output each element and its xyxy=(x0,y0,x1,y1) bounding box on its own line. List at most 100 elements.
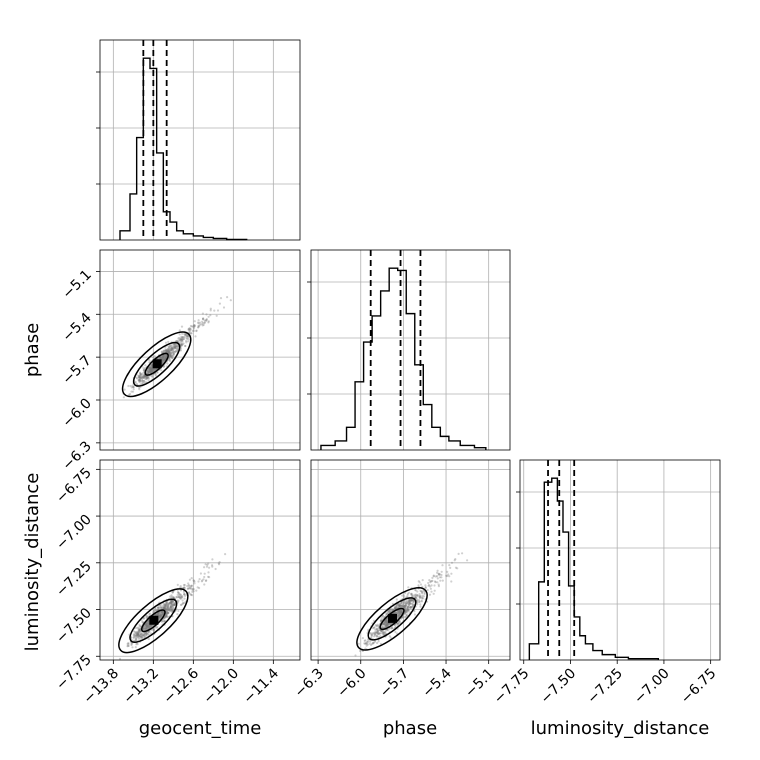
sample-point xyxy=(164,349,167,352)
sample-point xyxy=(160,613,163,617)
sample-point xyxy=(140,633,143,636)
sample-point xyxy=(144,376,147,379)
sample-point xyxy=(188,330,191,333)
sample-point xyxy=(153,369,157,372)
sample-point xyxy=(165,354,168,357)
sample-point xyxy=(139,629,142,632)
sample-point xyxy=(372,641,375,645)
sample-point xyxy=(436,569,439,572)
sample-point xyxy=(181,343,184,346)
sample-point xyxy=(139,373,142,376)
sample-point xyxy=(193,582,196,585)
sample-point xyxy=(431,576,434,580)
sample-point xyxy=(159,614,162,617)
sample-point xyxy=(149,632,152,635)
sample-point xyxy=(171,347,174,351)
sample-point xyxy=(209,307,212,310)
sample-point xyxy=(163,603,166,606)
sample-point xyxy=(133,630,137,634)
sample-point xyxy=(157,606,160,609)
sample-point xyxy=(160,612,163,615)
sample-point xyxy=(188,585,191,588)
sample-point xyxy=(204,320,207,323)
sample-point xyxy=(161,610,164,613)
sample-point xyxy=(170,352,173,355)
sample-point xyxy=(197,580,200,583)
sample-point xyxy=(145,631,148,634)
sample-point xyxy=(148,626,151,629)
sample-point xyxy=(151,363,154,366)
sample-point xyxy=(170,349,173,353)
sample-point xyxy=(170,599,173,603)
sample-point xyxy=(136,383,139,386)
sample-point xyxy=(164,356,167,360)
sample-point xyxy=(377,632,380,635)
sample-point xyxy=(118,657,122,661)
sample-point xyxy=(160,613,163,616)
sample-point xyxy=(372,642,375,645)
sample-point xyxy=(161,357,164,360)
sample-point xyxy=(181,599,184,602)
sample-point xyxy=(138,629,141,632)
sample-point xyxy=(192,579,195,582)
sample-point xyxy=(190,332,193,335)
sample-point xyxy=(185,334,188,338)
density-contour xyxy=(121,331,192,398)
sample-point xyxy=(149,625,152,628)
sample-point xyxy=(160,620,163,623)
sample-point xyxy=(192,325,195,328)
sample-point xyxy=(187,584,190,587)
sample-point xyxy=(433,584,436,587)
sample-point xyxy=(182,586,185,590)
sample-point xyxy=(147,625,150,628)
sample-point xyxy=(394,607,397,610)
sample-point xyxy=(148,366,152,369)
sample-point xyxy=(180,335,183,338)
sample-point xyxy=(146,621,149,624)
sample-point xyxy=(143,375,147,378)
sample-point xyxy=(189,593,192,596)
sample-point xyxy=(174,602,177,605)
sample-point xyxy=(169,605,172,609)
sample-point xyxy=(148,366,151,369)
sample-point xyxy=(143,381,146,384)
sample-point xyxy=(165,606,168,610)
sample-point xyxy=(180,596,183,599)
sample-point xyxy=(170,607,173,610)
sample-point xyxy=(167,340,170,343)
sample-point xyxy=(170,353,173,356)
sample-point xyxy=(430,590,433,593)
sample-point xyxy=(137,631,140,634)
sample-point xyxy=(164,604,167,607)
sample-point xyxy=(161,604,165,608)
sample-point xyxy=(193,320,196,323)
sample-point xyxy=(172,350,175,353)
sample-point xyxy=(164,355,167,358)
sample-point xyxy=(384,623,387,627)
sample-point xyxy=(162,611,165,614)
sample-point xyxy=(162,365,165,368)
sample-point xyxy=(174,344,177,347)
sample-point xyxy=(366,641,369,644)
sample-point xyxy=(146,622,149,625)
sample-point xyxy=(170,604,173,607)
panel-frame xyxy=(99,459,301,661)
sample-point xyxy=(149,369,152,372)
x-tick-label: −5.4 xyxy=(420,665,455,700)
sample-point xyxy=(143,374,146,377)
sample-point xyxy=(145,627,148,630)
sample-point xyxy=(170,600,174,603)
sample-point xyxy=(158,617,161,620)
sample-point xyxy=(205,318,208,321)
sample-point xyxy=(165,610,168,613)
sample-point xyxy=(195,329,198,333)
sample-point xyxy=(172,353,175,356)
sample-point xyxy=(141,377,144,380)
sample-point xyxy=(440,570,443,573)
sample-point xyxy=(168,351,171,354)
sample-point xyxy=(400,610,403,613)
sample-point xyxy=(170,356,173,359)
sample-point xyxy=(137,631,140,634)
sample-point xyxy=(160,605,163,608)
sample-point xyxy=(149,368,152,371)
